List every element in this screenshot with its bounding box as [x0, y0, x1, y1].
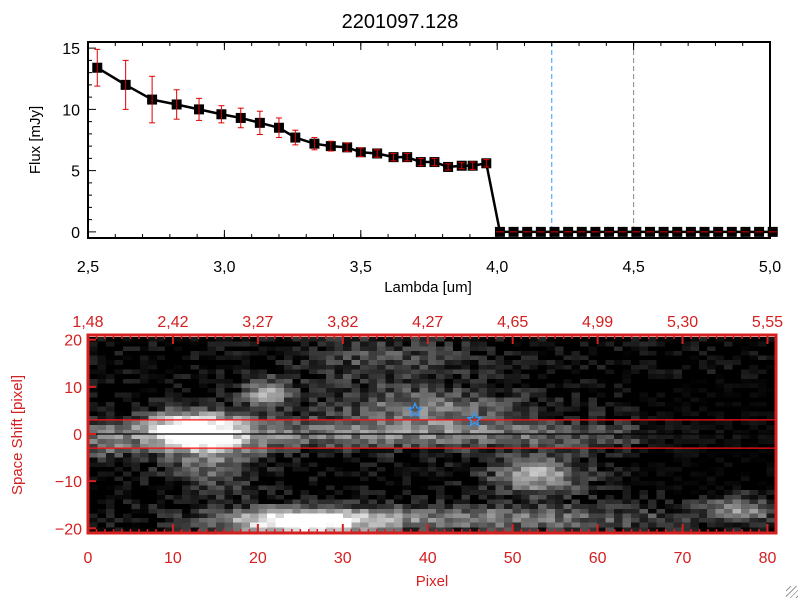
x-tick-label: 2,5 — [77, 259, 99, 276]
bottom-ylabel: Space Shift [pixel] — [9, 375, 26, 495]
y-tick-label: 10 — [62, 102, 80, 119]
y-tick-label: −10 — [55, 474, 82, 491]
y-tick-label: 10 — [64, 380, 82, 397]
x-tick-label: 0 — [84, 550, 93, 567]
top-plot-frame — [87, 41, 771, 239]
y-tick-label: 0 — [73, 427, 82, 444]
x-tick-label: 4,5 — [622, 259, 644, 276]
chart-title: 2201097.128 — [342, 11, 459, 33]
top-x-tick-label: 2,42 — [157, 314, 188, 331]
x-tick-label: 3,0 — [213, 259, 235, 276]
x-tick-label: 4,0 — [486, 259, 508, 276]
top-x-tick-label: 4,65 — [497, 314, 528, 331]
top-x-tick-label: 1,48 — [72, 314, 103, 331]
y-tick-label: −20 — [55, 521, 82, 538]
top-ylabel: Flux [mJy] — [27, 106, 44, 174]
y-tick-label: 0 — [71, 225, 80, 242]
x-tick-label: 3,5 — [350, 259, 372, 276]
x-tick-label: 20 — [249, 550, 267, 567]
top-x-tick-label: 4,99 — [582, 314, 613, 331]
y-tick-label: 5 — [71, 164, 80, 181]
resize-grip[interactable] — [786, 586, 798, 598]
top-x-tick-label: 4,27 — [412, 314, 443, 331]
x-tick-label: 80 — [759, 550, 777, 567]
top-x-tick-label: 3,27 — [242, 314, 273, 331]
x-tick-label: 70 — [674, 550, 692, 567]
star-marker — [466, 411, 483, 427]
x-tick-label: 30 — [334, 550, 352, 567]
x-tick-label: 40 — [419, 550, 437, 567]
x-tick-label: 50 — [504, 550, 522, 567]
y-tick-label: 15 — [62, 41, 80, 58]
star-marker — [406, 401, 424, 418]
top-x-tick-label: 5,30 — [667, 314, 698, 331]
x-tick-label: 10 — [164, 550, 182, 567]
y-tick-label: 20 — [64, 333, 82, 350]
x-tick-label: 60 — [589, 550, 607, 567]
bottom-xlabel: Pixel — [416, 573, 449, 590]
x-tick-label: 5,0 — [759, 259, 781, 276]
top-x-tick-label: 5,55 — [752, 314, 783, 331]
top-xlabel: Lambda [um] — [384, 279, 472, 296]
top-x-tick-label: 3,82 — [327, 314, 358, 331]
